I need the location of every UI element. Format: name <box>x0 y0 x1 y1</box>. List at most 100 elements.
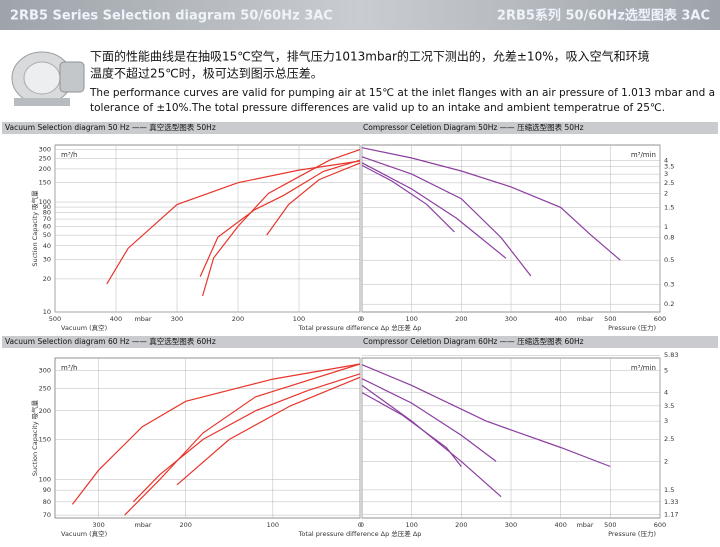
curve <box>361 392 462 467</box>
product-image <box>11 51 85 106</box>
y-tick-label: 250 <box>39 154 51 162</box>
curve <box>361 147 621 261</box>
y-tick-label: 3.5 <box>664 402 674 410</box>
x-tick-label: 200 <box>455 521 467 529</box>
x-tick-label: 100 <box>405 521 417 529</box>
chart-header-bar <box>360 336 718 348</box>
y-tick-label: 5 <box>664 366 668 374</box>
y-tick-label: 4 <box>664 156 668 164</box>
x-tick-label: 300 <box>171 315 183 323</box>
y-tick-label: 1.17 <box>664 511 678 519</box>
x-tick-label: 300 <box>92 521 104 529</box>
axis-title: Total pressure difference Δp 总压差 Δp <box>298 529 422 538</box>
chart-header-bar <box>2 122 360 134</box>
x-unit: mbar <box>576 315 593 323</box>
y-tick-label: 3.5 <box>664 163 674 171</box>
x-tick-label: 100 <box>293 315 305 323</box>
x-tick-label: 400 <box>110 315 122 323</box>
y-tick-label: 0.3 <box>664 281 674 289</box>
y-tick-label: 90 <box>43 486 51 494</box>
chart-title: Vacuum Selection diagram 50 Hz —— 真空选型图表… <box>5 122 216 132</box>
curve <box>361 156 532 277</box>
y-tick-label: 20 <box>43 275 51 283</box>
y-tick-label: 200 <box>39 407 51 415</box>
curve <box>266 162 361 236</box>
y-tick-label: 3 <box>664 170 668 178</box>
y-tick-label: 300 <box>39 366 51 374</box>
header-title-cn: 2RB5系列 50/60Hz选型图表 3AC <box>497 8 710 24</box>
chart-title: Vacuum Selection diagram 60 Hz —— 真空选型图表… <box>5 336 216 346</box>
y-tick-label: 70 <box>43 215 51 223</box>
description-zh: 温度不超过25℃时，极可达到图示总压差。 <box>90 66 323 81</box>
y-tick-label: 60 <box>43 222 51 230</box>
x-tick-label: 0 <box>360 315 364 323</box>
y-axis-label: Suction Capacity 吸气量 <box>30 399 39 476</box>
y-tick-label: 90 <box>43 203 51 211</box>
x-tick-label: 500 <box>49 315 61 323</box>
y-tick-label: 2 <box>664 190 668 198</box>
x-tick-label: 200 <box>232 315 244 323</box>
y-axis-label: Suction Capacity 吸气量 <box>30 190 39 267</box>
description-en: tolerance of ±10%.The total pressure dif… <box>90 102 665 114</box>
curve <box>361 364 611 468</box>
x-tick-label: 600 <box>654 521 666 529</box>
x-unit: mbar <box>134 315 151 323</box>
x-tick-label: 100 <box>405 315 417 323</box>
chart-header-bar <box>2 336 360 348</box>
y-tick-label: 70 <box>43 511 51 519</box>
plot-frame <box>54 144 361 313</box>
y-tick-label: 0.8 <box>664 234 674 242</box>
y-tick-label: 2.5 <box>664 179 674 187</box>
y-tick-label: 1.33 <box>664 498 678 506</box>
y-tick-label: 0.2 <box>664 300 674 308</box>
x-tick-label: 300 <box>505 315 517 323</box>
y-tick-label: 200 <box>39 165 51 173</box>
x-tick-label: 100 <box>267 521 279 529</box>
y-tick-label: 0.5 <box>664 256 674 264</box>
plot-frame <box>54 357 361 519</box>
y-tick-label: 100 <box>39 476 51 484</box>
y-tick-label: 50 <box>43 231 51 239</box>
curve <box>361 164 455 233</box>
chart-title: Compressor Celetion Diagram 60Hz —— 压缩选型… <box>363 336 584 346</box>
y-tick-label: 250 <box>39 385 51 393</box>
y-tick-label: 5.83 <box>664 351 678 359</box>
y-tick-label: 30 <box>43 256 51 264</box>
x-tick-label: 400 <box>554 315 566 323</box>
curve <box>176 376 361 486</box>
y-tick-label: 2.5 <box>664 435 674 443</box>
x-tick-label: 0 <box>358 521 362 529</box>
curve <box>124 363 361 516</box>
axis-title: Total pressure difference Δp 总压差 Δp <box>298 323 422 332</box>
description-zh: 下面的性能曲线是在抽吸15℃空气，排气压力1013mbar的工况下测出的，允差±… <box>90 49 650 64</box>
x-tick-label: 500 <box>604 315 616 323</box>
y-tick-label: 40 <box>43 242 51 250</box>
y-tick-label: 80 <box>43 498 51 506</box>
y-tick-label: 4 <box>664 389 668 397</box>
x-unit: mbar <box>134 521 151 529</box>
curve <box>71 363 361 505</box>
x-axis-label: Pressure (压力) <box>608 529 656 538</box>
x-tick-label: 300 <box>505 521 517 529</box>
x-tick-label: 600 <box>654 315 666 323</box>
chart-header-bar <box>360 122 718 134</box>
x-tick-label: 400 <box>554 521 566 529</box>
y-tick-label: 150 <box>39 435 51 443</box>
x-tick-label: 200 <box>180 521 192 529</box>
x-tick-label: 200 <box>455 315 467 323</box>
curve <box>106 160 361 285</box>
chart-title: Compressor Celetion Diagram 50Hz —— 压缩选型… <box>363 122 584 132</box>
y-tick-label: 1.5 <box>664 203 674 211</box>
x-axis-label: Vacuum (真空) <box>61 529 107 538</box>
curve <box>199 159 361 277</box>
header-title: 2RB5 Series Selection diagram 50/60Hz 3A… <box>10 9 333 24</box>
curve <box>361 378 497 462</box>
y-tick-label: 2 <box>664 457 668 465</box>
x-axis-label: Pressure (压力) <box>608 323 656 332</box>
x-tick-label: 0 <box>358 315 362 323</box>
x-unit: mbar <box>576 521 593 529</box>
x-tick-label: 0 <box>360 521 364 529</box>
y-tick-label: 80 <box>43 209 51 217</box>
